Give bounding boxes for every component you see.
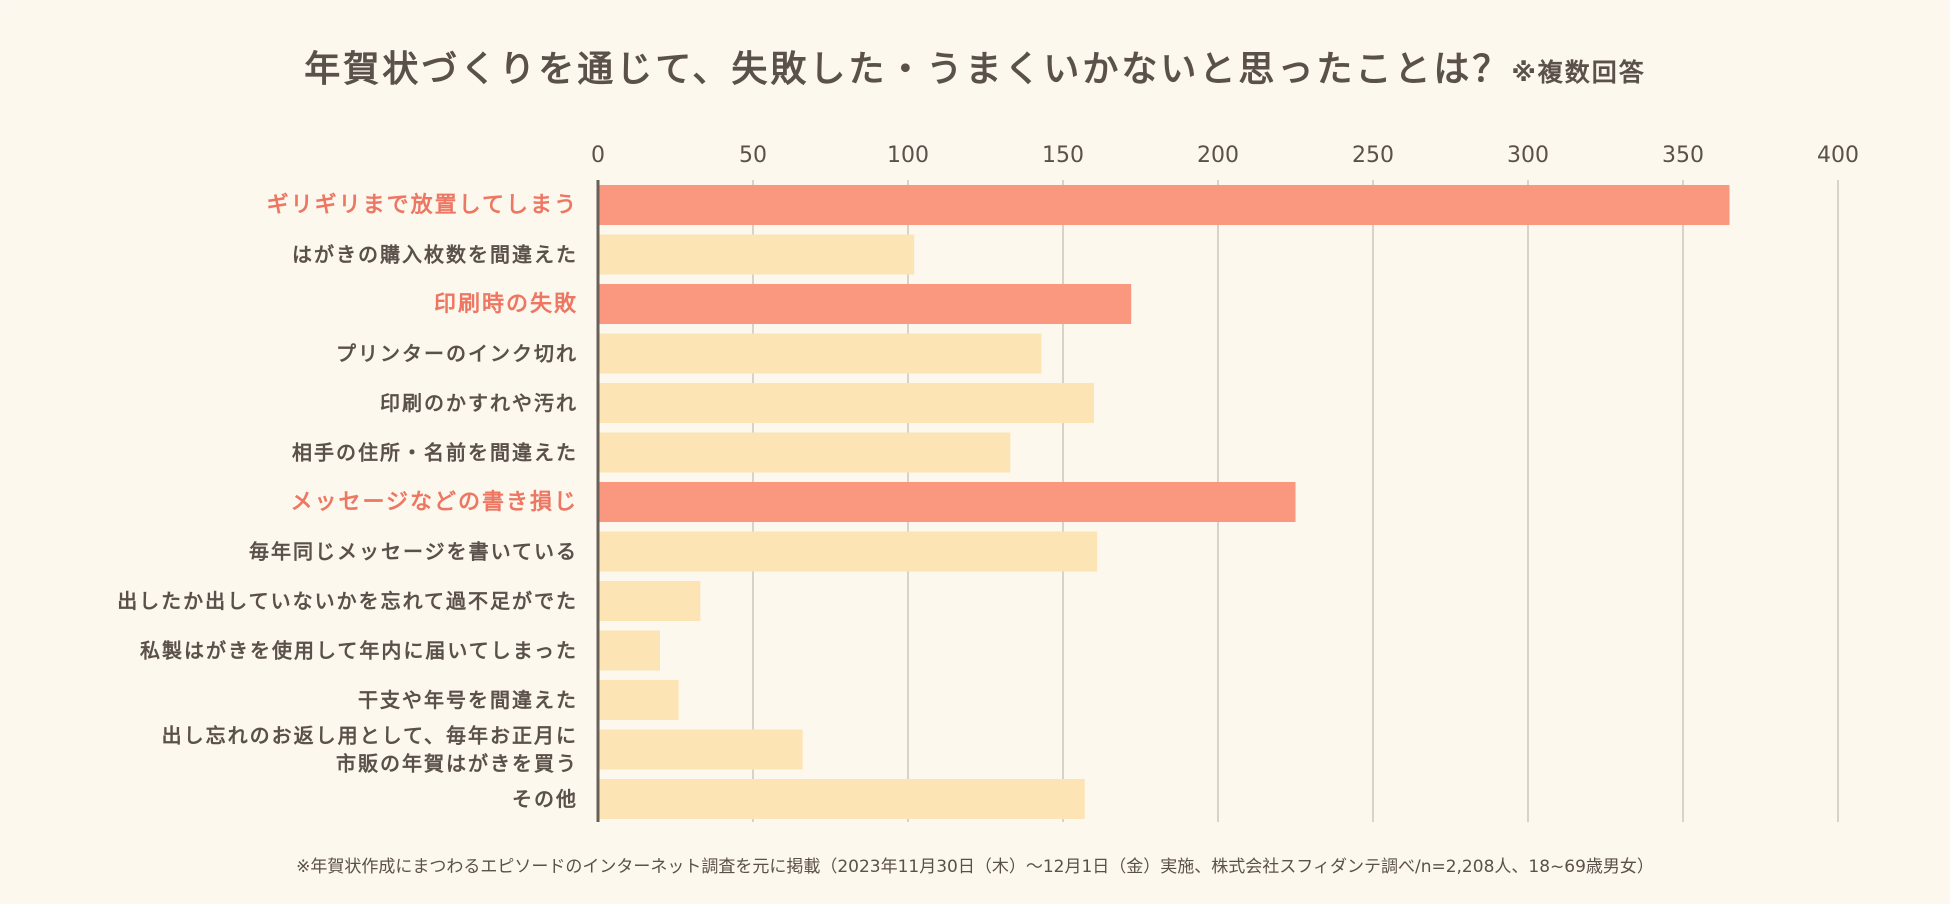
bar-13 bbox=[598, 779, 1085, 819]
x-tick-label: 0 bbox=[591, 143, 605, 168]
category-label: 相手の住所・名前を間違えた bbox=[292, 441, 578, 465]
x-tick-label: 50 bbox=[739, 143, 767, 168]
bar-4 bbox=[598, 333, 1042, 374]
bar-3 bbox=[598, 284, 1132, 324]
bar-6 bbox=[598, 432, 1011, 473]
bar-2 bbox=[598, 234, 915, 275]
bar-10 bbox=[598, 630, 660, 671]
chart-title-text: 年賀状づくりを通じて、失敗した・うまくいかないと思ったことは？ bbox=[304, 49, 1512, 90]
category-label: 出し忘れのお返し用として、毎年お正月に bbox=[162, 724, 578, 748]
bar-8 bbox=[598, 531, 1098, 572]
x-tick-label: 400 bbox=[1817, 143, 1859, 168]
chart-title-note: ※複数回答 bbox=[1511, 58, 1646, 87]
category-label: メッセージなどの書き損じ bbox=[290, 489, 578, 515]
x-tick-label: 150 bbox=[1042, 143, 1084, 168]
x-tick-label: 200 bbox=[1197, 143, 1239, 168]
x-tick-label: 350 bbox=[1662, 143, 1704, 168]
bar-5 bbox=[598, 383, 1094, 423]
category-label: はがきの購入枚数を間違えた bbox=[292, 243, 578, 267]
bar-12 bbox=[598, 729, 803, 770]
x-tick-label: 100 bbox=[887, 143, 929, 168]
bar-9 bbox=[598, 581, 701, 621]
category-label: 毎年同じメッセージを書いている bbox=[249, 540, 578, 564]
bar-7 bbox=[598, 482, 1296, 522]
category-label: プリンターのインク切れ bbox=[336, 342, 578, 366]
chart-title: 年賀状づくりを通じて、失敗した・うまくいかないと思ったことは？※複数回答 bbox=[0, 40, 1950, 92]
x-tick-label: 250 bbox=[1352, 143, 1394, 168]
category-label: 出したか出していないかを忘れて過不足がでた bbox=[117, 589, 578, 613]
category-label: 印刷時の失敗 bbox=[434, 292, 578, 317]
x-tick-label: 300 bbox=[1507, 143, 1549, 168]
category-label: 市販の年賀はがきを買う bbox=[336, 752, 578, 776]
bar-1 bbox=[598, 185, 1730, 225]
category-label: 私製はがきを使用して年内に届いてしまった bbox=[140, 639, 578, 663]
category-label: 干支や年号を間違えた bbox=[358, 688, 578, 712]
category-label: その他 bbox=[512, 787, 578, 811]
chart-footnote: ※年賀状作成にまつわるエピソードのインターネット調査を元に掲載（2023年11月… bbox=[296, 857, 1654, 877]
bar-11 bbox=[598, 680, 679, 720]
category-label: 印刷のかすれや汚れ bbox=[380, 391, 578, 415]
category-label: ギリギリまで放置してしまう bbox=[267, 192, 578, 218]
